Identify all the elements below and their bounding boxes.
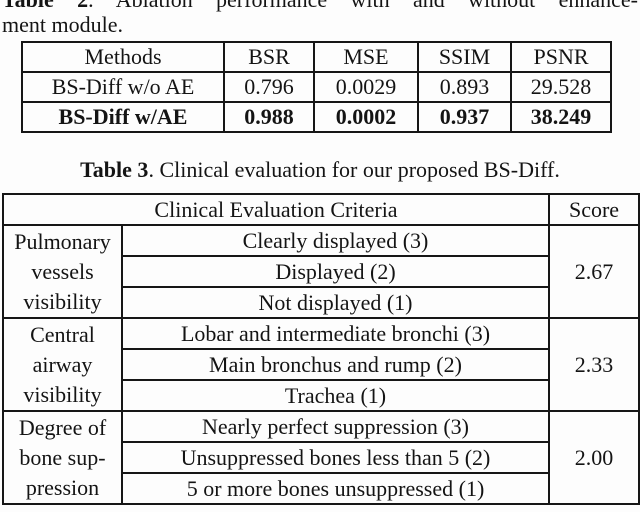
clinical-header-score: Score	[548, 193, 640, 226]
table3-caption: Table 3. Clinical evaluation for our pro…	[0, 156, 640, 183]
table2-caption-label: Table 2	[2, 0, 88, 12]
clinical-criteria-cell: Main bronchus and rump (2)	[121, 348, 550, 381]
clinical-group-airway: Central airway visibility Lobar and inte…	[2, 317, 640, 412]
ablation-header-ssim: SSIM	[417, 41, 512, 73]
table2-caption-text: . Ablation performance with and without …	[88, 0, 638, 12]
clinical-criteria-cell: Displayed (2)	[121, 255, 550, 288]
clinical-criteria-cell: Trachea (1)	[121, 379, 550, 412]
clinical-criteria-cell: Not displayed (1)	[121, 286, 550, 319]
clinical-group-pulmonary: Pulmonary vessels visibility Clearly dis…	[2, 224, 640, 319]
table3-caption-text: . Clinical evaluation for our proposed B…	[148, 157, 560, 182]
clinical-score-cell: 2.67	[548, 224, 640, 319]
clinical-criteria-row: Not displayed (1)	[3, 286, 639, 319]
clinical-header-row: Clinical Evaluation Criteria Score	[2, 193, 640, 226]
clinical-criteria-row: Trachea (1)	[3, 379, 639, 412]
ablation-header-bsr: BSR	[223, 41, 315, 73]
clinical-group-bone: Degree of bone sup- pression Nearly perf…	[2, 410, 640, 505]
ablation-mse-cell: 0.0002	[313, 101, 419, 133]
clinical-criteria-row: Unsuppressed bones less than 5 (2)	[3, 441, 639, 474]
ablation-psnr-cell: 38.249	[510, 101, 612, 133]
clinical-header-criteria: Clinical Evaluation Criteria	[2, 193, 550, 226]
clinical-criteria-row: 5 or more bones unsuppressed (1)	[3, 472, 639, 505]
clinical-criteria-cell: Lobar and intermediate bronchi (3)	[121, 317, 550, 350]
clinical-criteria-row: Main bronchus and rump (2)	[3, 348, 639, 381]
ablation-method-cell: BS-Diff w/o AE	[21, 71, 225, 103]
clinical-table: Clinical Evaluation Criteria Score Pulmo…	[2, 193, 640, 505]
ablation-header-mse: MSE	[313, 41, 419, 73]
ablation-ssim-cell: 0.937	[417, 101, 512, 133]
ablation-table: Methods BSR MSE SSIM PSNR BS-Diff w/o AE…	[21, 41, 612, 133]
ablation-psnr-cell: 29.528	[510, 71, 612, 103]
clinical-criteria-cell: 5 or more bones unsuppressed (1)	[121, 472, 550, 505]
table2-caption-line1: Table 2. Ablation performance with and w…	[2, 0, 638, 13]
clinical-criteria-cell: Clearly displayed (3)	[121, 224, 550, 257]
table3-caption-label: Table 3	[80, 157, 149, 182]
ablation-bsr-cell: 0.796	[223, 71, 315, 103]
clinical-score-cell: 2.00	[548, 410, 640, 505]
clinical-criteria-cell: Unsuppressed bones less than 5 (2)	[121, 441, 550, 474]
ablation-mse-cell: 0.0029	[313, 71, 419, 103]
ablation-header-methods: Methods	[21, 41, 225, 73]
clinical-score-cell: 2.33	[548, 317, 640, 412]
ablation-row-without-ae: BS-Diff w/o AE 0.796 0.0029 0.893 29.528	[21, 71, 612, 103]
clinical-category-cell: Central airway visibility	[2, 317, 123, 412]
ablation-bsr-cell: 0.988	[223, 101, 315, 133]
clinical-category-cell: Degree of bone sup- pression	[2, 410, 123, 505]
clinical-criteria-cell: Nearly perfect suppression (3)	[121, 410, 550, 443]
ablation-method-cell: BS-Diff w/AE	[21, 101, 225, 133]
ablation-header-row: Methods BSR MSE SSIM PSNR	[21, 41, 612, 73]
ablation-header-psnr: PSNR	[510, 41, 612, 73]
ablation-row-with-ae: BS-Diff w/AE 0.988 0.0002 0.937 38.249	[21, 101, 612, 133]
clinical-category-cell: Pulmonary vessels visibility	[2, 224, 123, 319]
clinical-criteria-row: Displayed (2)	[3, 255, 639, 288]
table2-caption-line2: ment module.	[2, 12, 123, 37]
ablation-ssim-cell: 0.893	[417, 71, 512, 103]
